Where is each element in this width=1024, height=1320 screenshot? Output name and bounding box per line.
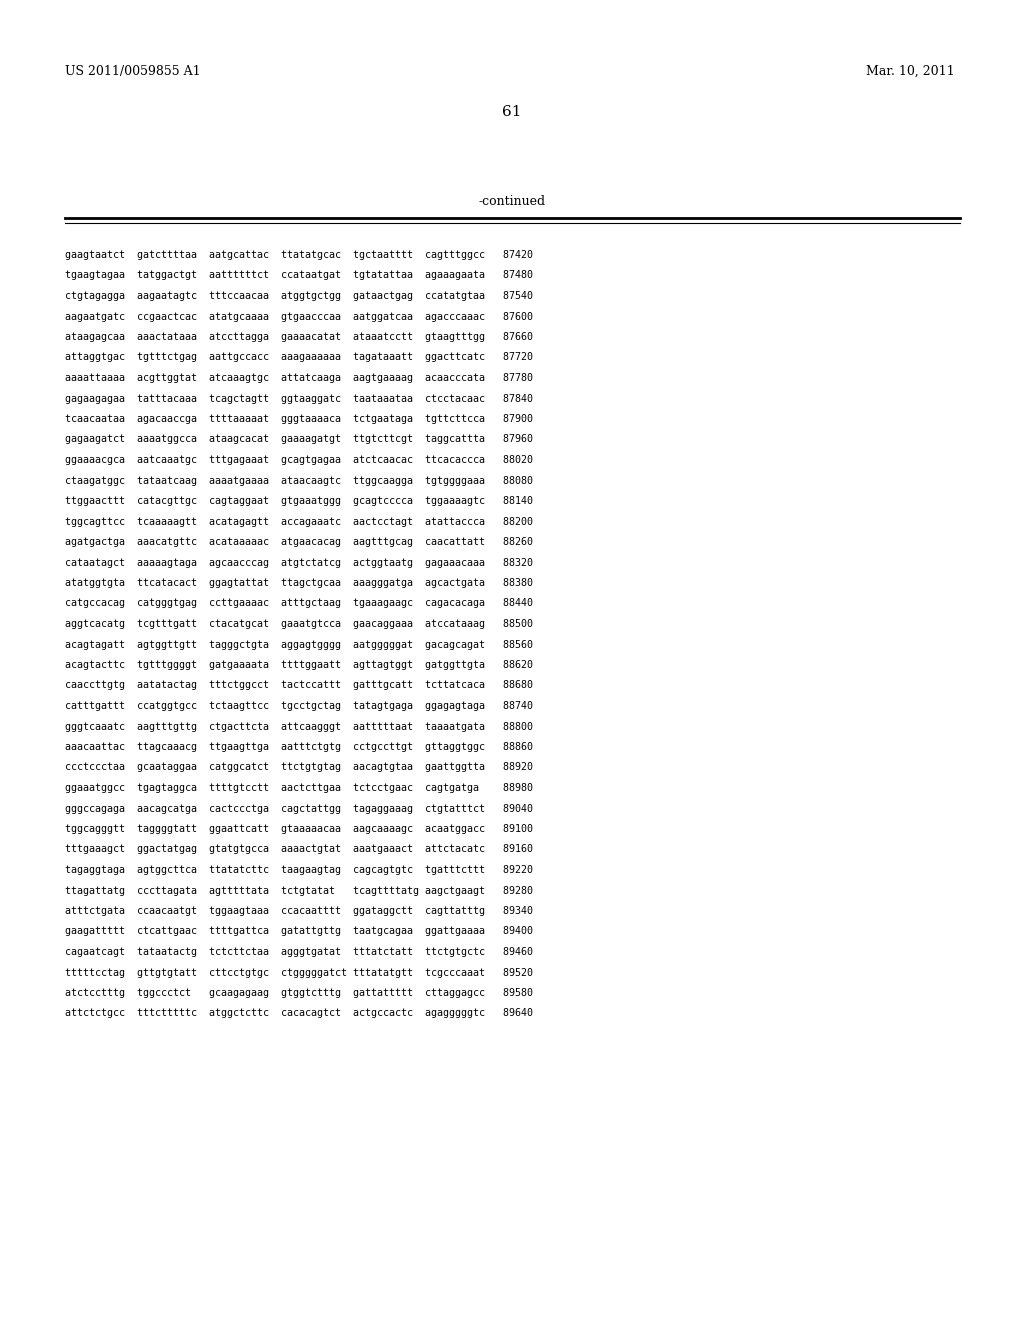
- Text: tttttcctag  gttgtgtatt  cttcctgtgc  ctgggggatct tttatatgtt  tcgcccaaat   89520: tttttcctag gttgtgtatt cttcctgtgc ctggggg…: [65, 968, 534, 978]
- Text: ttagattatg  cccttagata  agtttttata  tctgtatat   tcagttttatg aagctgaagt   89280: ttagattatg cccttagata agtttttata tctgtat…: [65, 886, 534, 895]
- Text: ctaagatggc  tataatcaag  aaaatgaaaa  ataacaagtc  ttggcaagga  tgtggggaaa   88080: ctaagatggc tataatcaag aaaatgaaaa ataacaa…: [65, 475, 534, 486]
- Text: agatgactga  aaacatgttc  acataaaaac  atgaacacag  aagtttgcag  caacattatt   88260: agatgactga aaacatgttc acataaaaac atgaaca…: [65, 537, 534, 546]
- Text: caaccttgtg  aatatactag  tttctggcct  tactccattt  gatttgcatt  tcttatcaca   88680: caaccttgtg aatatactag tttctggcct tactcca…: [65, 681, 534, 690]
- Text: attaggtgac  tgtttctgag  aattgccacc  aaagaaaaaa  tagataaatt  ggacttcatc   87720: attaggtgac tgtttctgag aattgccacc aaagaaa…: [65, 352, 534, 363]
- Text: cagaatcagt  tataatactg  tctcttctaa  agggtgatat  tttatctatt  ttctgtgctc   89460: cagaatcagt tataatactg tctcttctaa agggtga…: [65, 946, 534, 957]
- Text: attctctgcc  tttctttttc  atggctcttc  cacacagtct  actgccactc  agagggggtc   89640: attctctgcc tttctttttc atggctcttc cacacag…: [65, 1008, 534, 1019]
- Text: cataatagct  aaaaagtaga  agcaacccag  atgtctatcg  actggtaatg  gagaaacaaa   88320: cataatagct aaaaagtaga agcaacccag atgtcta…: [65, 557, 534, 568]
- Text: acagtacttc  tgtttggggt  gatgaaaata  ttttggaatt  agttagtggt  gatggttgta   88620: acagtacttc tgtttggggt gatgaaaata ttttgga…: [65, 660, 534, 671]
- Text: atctcctttg  tggccctct   gcaagagaag  gtggtctttg  gattattttt  cttaggagcc   89580: atctcctttg tggccctct gcaagagaag gtggtctt…: [65, 987, 534, 998]
- Text: ctgtagagga  aagaatagtc  tttccaacaa  atggtgctgg  gataactgag  ccatatgtaa   87540: ctgtagagga aagaatagtc tttccaacaa atggtgc…: [65, 290, 534, 301]
- Text: catttgattt  ccatggtgcc  tctaagttcc  tgcctgctag  tatagtgaga  ggagagtaga   88740: catttgattt ccatggtgcc tctaagttcc tgcctgc…: [65, 701, 534, 711]
- Text: aggtcacatg  tcgtttgatt  ctacatgcat  gaaatgtcca  gaacaggaaa  atccataaag   88500: aggtcacatg tcgtttgatt ctacatgcat gaaatgt…: [65, 619, 534, 630]
- Text: acagtagatt  agtggttgtt  tagggctgta  aggagtgggg  aatgggggat  gacagcagat   88560: acagtagatt agtggttgtt tagggctgta aggagtg…: [65, 639, 534, 649]
- Text: aaacaattac  ttagcaaacg  ttgaagttga  aatttctgtg  cctgccttgt  gttaggtggc   88860: aaacaattac ttagcaaacg ttgaagttga aatttct…: [65, 742, 534, 752]
- Text: ttggaacttt  catacgttgc  cagtaggaat  gtgaaatggg  gcagtcccca  tggaaaagtc   88140: ttggaacttt catacgttgc cagtaggaat gtgaaat…: [65, 496, 534, 506]
- Text: atttctgata  ccaacaatgt  tggaagtaaa  ccacaatttt  ggataggctt  cagttatttg   89340: atttctgata ccaacaatgt tggaagtaaa ccacaat…: [65, 906, 534, 916]
- Text: ggaaatggcc  tgagtaggca  ttttgtcctt  aactcttgaa  tctcctgaac  cagtgatga    88980: ggaaatggcc tgagtaggca ttttgtcctt aactctt…: [65, 783, 534, 793]
- Text: ggaaaacgca  aatcaaatgc  tttgagaaat  gcagtgagaa  atctcaacac  ttcacaccca   88020: ggaaaacgca aatcaaatgc tttgagaaat gcagtga…: [65, 455, 534, 465]
- Text: 61: 61: [502, 106, 522, 119]
- Text: gggtcaaatc  aagtttgttg  ctgacttcta  attcaagggt  aatttttaat  taaaatgata   88800: gggtcaaatc aagtttgttg ctgacttcta attcaag…: [65, 722, 534, 731]
- Text: ataagagcaa  aaactataaa  atccttagga  gaaaacatat  ataaatcctt  gtaagtttgg   87660: ataagagcaa aaactataaa atccttagga gaaaaca…: [65, 333, 534, 342]
- Text: ccctccctaa  gcaataggaa  catggcatct  ttctgtgtag  aacagtgtaa  gaattggtta   88920: ccctccctaa gcaataggaa catggcatct ttctgtg…: [65, 763, 534, 772]
- Text: gagaagatct  aaaatggcca  ataagcacat  gaaaagatgt  ttgtcttcgt  taggcattta   87960: gagaagatct aaaatggcca ataagcacat gaaaaga…: [65, 434, 534, 445]
- Text: gaagtaatct  gatcttttaa  aatgcattac  ttatatgcac  tgctaatttt  cagtttggcc   87420: gaagtaatct gatcttttaa aatgcattac ttatatg…: [65, 249, 534, 260]
- Text: Mar. 10, 2011: Mar. 10, 2011: [866, 65, 955, 78]
- Text: tagaggtaga  agtggcttca  ttatatcttc  taagaagtag  cagcagtgtc  tgatttcttt   89220: tagaggtaga agtggcttca ttatatcttc taagaag…: [65, 865, 534, 875]
- Text: atatggtgta  ttcatacact  ggagtattat  ttagctgcaa  aaagggatga  agcactgata   88380: atatggtgta ttcatacact ggagtattat ttagctg…: [65, 578, 534, 587]
- Text: tggcagttcc  tcaaaaagtt  acatagagtt  accagaaatc  aactcctagt  atattaccca   88200: tggcagttcc tcaaaaagtt acatagagtt accagaa…: [65, 516, 534, 527]
- Text: aagaatgatc  ccgaactcac  atatgcaaaa  gtgaacccaa  aatggatcaa  agacccaaac   87600: aagaatgatc ccgaactcac atatgcaaaa gtgaacc…: [65, 312, 534, 322]
- Text: -continued: -continued: [478, 195, 546, 209]
- Text: tgaagtagaa  tatggactgt  aattttttct  ccataatgat  tgtatattaa  agaaagaata   87480: tgaagtagaa tatggactgt aattttttct ccataat…: [65, 271, 534, 281]
- Text: tggcagggtt  taggggtatt  ggaattcatt  gtaaaaacaa  aagcaaaagc  acaatggacc   89100: tggcagggtt taggggtatt ggaattcatt gtaaaaa…: [65, 824, 534, 834]
- Text: catgccacag  catgggtgag  ccttgaaaac  atttgctaag  tgaaagaagc  cagacacaga   88440: catgccacag catgggtgag ccttgaaaac atttgct…: [65, 598, 534, 609]
- Text: US 2011/0059855 A1: US 2011/0059855 A1: [65, 65, 201, 78]
- Text: tcaacaataa  agacaaccga  ttttaaaaat  gggtaaaaca  tctgaataga  tgttcttcca   87900: tcaacaataa agacaaccga ttttaaaaat gggtaaa…: [65, 414, 534, 424]
- Text: gaagattttt  ctcattgaac  ttttgattca  gatattgttg  taatgcagaa  ggattgaaaa   89400: gaagattttt ctcattgaac ttttgattca gatattg…: [65, 927, 534, 936]
- Text: gggccagaga  aacagcatga  cactccctga  cagctattgg  tagaggaaag  ctgtatttct   89040: gggccagaga aacagcatga cactccctga cagctat…: [65, 804, 534, 813]
- Text: gagaagagaa  tatttacaaa  tcagctagtt  ggtaaggatc  taataaataa  ctcctacaac   87840: gagaagagaa tatttacaaa tcagctagtt ggtaagg…: [65, 393, 534, 404]
- Text: tttgaaagct  ggactatgag  gtatgtgcca  aaaactgtat  aaatgaaact  attctacatc   89160: tttgaaagct ggactatgag gtatgtgcca aaaactg…: [65, 845, 534, 854]
- Text: aaaattaaaa  acgttggtat  atcaaagtgc  attatcaaga  aagtgaaaag  acaacccata   87780: aaaattaaaa acgttggtat atcaaagtgc attatca…: [65, 374, 534, 383]
